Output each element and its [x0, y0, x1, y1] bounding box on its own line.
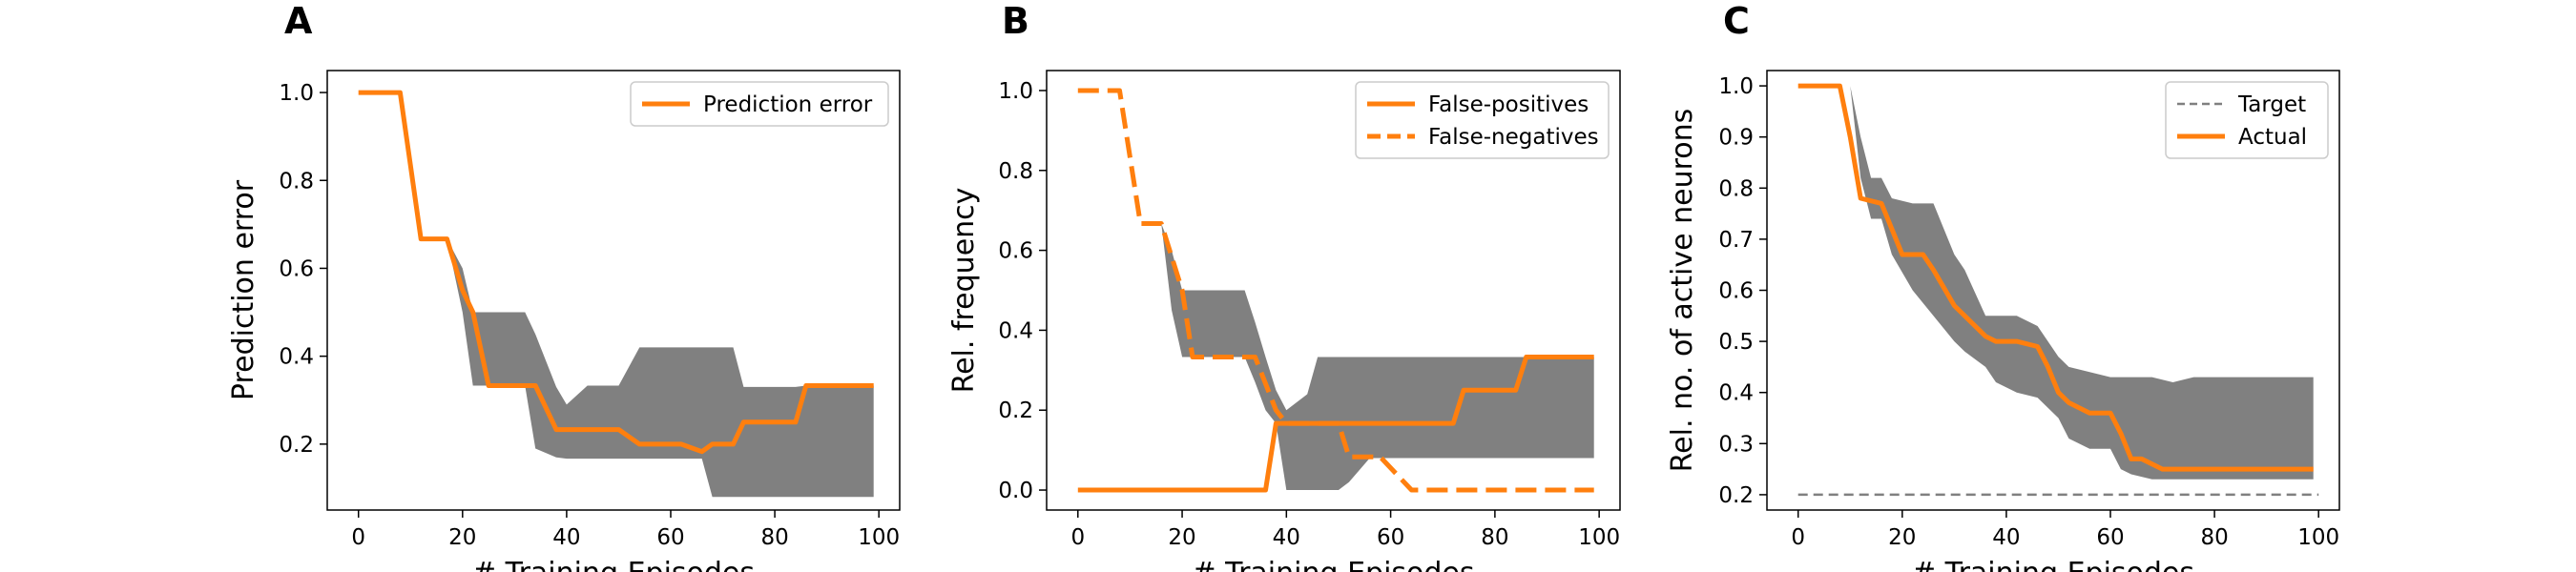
panel-b-legend-box — [1355, 81, 1610, 159]
panel-b-xtick-label: 80 — [1481, 525, 1508, 550]
panel-b-ytick-label: 0.6 — [998, 239, 1033, 264]
panel-b-xtick-label: 20 — [1168, 525, 1195, 550]
panel-a-axes-frame — [326, 70, 901, 511]
panel-c-xlabel: # Training Episodes — [1912, 557, 2194, 572]
panel-c-ytick-label: 0.6 — [1718, 279, 1754, 304]
panel-a-ytick-label: 0.2 — [279, 433, 314, 458]
panel-c-ytick-label: 0.3 — [1718, 432, 1754, 457]
panel-c-xtick-label: 40 — [1992, 525, 2020, 550]
panel-c-legend-label: Target — [2237, 92, 2306, 117]
panel-a-ytick-label: 0.6 — [279, 256, 314, 281]
panel-c-ytick-label: 0.5 — [1718, 330, 1754, 355]
panel-a-legend-label: Prediction error — [703, 92, 873, 117]
panel-b-xtick-label: 40 — [1273, 525, 1300, 550]
panel-c: 0 20 40 60 80 100 0.2 0.3 0.4 0.5 0.6 0.7 0.8 0.9 1.0 #… — [1666, 0, 2340, 572]
panel-b-axes-frame — [1046, 70, 1621, 511]
panel-c-ytick-label: 1.0 — [1718, 74, 1754, 99]
panel-b-ytick-label: 0.2 — [998, 398, 1033, 423]
panel-a-ylabel: Prediction error — [227, 179, 260, 400]
panel-c-xtick-label: 0 — [1791, 525, 1805, 550]
panel-a-series-prediction-error — [358, 90, 874, 455]
panel-c-band — [1797, 86, 2314, 480]
panel-c-legend-box — [2165, 81, 2329, 159]
panel-b-ytick-label: 0.0 — [998, 479, 1033, 503]
panel-b-ytick-label: 0.8 — [998, 159, 1033, 184]
panel-a-xtick-label: 80 — [760, 525, 788, 550]
panel-a-xlabel: # Training Episodes — [472, 557, 755, 572]
panel-a-xtick-label: 0 — [351, 525, 365, 550]
panel-b-legend-label: False-negatives — [1428, 125, 1599, 150]
panel-c-xtick-label: 100 — [2297, 525, 2339, 550]
panel-c-xtick-label: 80 — [2200, 525, 2228, 550]
panel-a-ytick-label: 1.0 — [279, 81, 314, 106]
panel-b-letter: B — [1002, 0, 1029, 42]
panel-a-xtick-label: 20 — [448, 525, 476, 550]
panel-a-xtick-label: 60 — [656, 525, 684, 550]
panel-c-ytick-label: 0.4 — [1718, 381, 1754, 406]
panel-b-xlabel: # Training Episodes — [1192, 557, 1474, 572]
panel-b-band — [1161, 223, 1594, 490]
panel-b-ytick-label: 0.4 — [998, 318, 1033, 343]
panel-b-xtick-label: 100 — [1578, 525, 1620, 550]
panel-c-ytick-label: 0.9 — [1718, 126, 1754, 151]
panel-a-xtick-label: 100 — [858, 525, 900, 550]
panel-a-xtick-label: 40 — [552, 525, 580, 550]
panel-a-legend: Prediction error — [630, 81, 889, 127]
panel-b-legend: False-positives False-negatives — [1355, 81, 1610, 159]
panel-a-letter: A — [284, 0, 313, 42]
panel-c-xtick-label: 60 — [2096, 525, 2124, 550]
panel-c-ytick-label: 0.2 — [1718, 483, 1754, 508]
panel-c-ytick-label: 0.8 — [1718, 176, 1754, 201]
panel-c-series-actual — [1797, 83, 2314, 472]
panel-b-ytick-label: 1.0 — [998, 79, 1033, 104]
panel-c-letter: C — [1723, 0, 1750, 42]
panel-a-ytick-label: 0.8 — [279, 169, 314, 194]
panel-b-ylabel: Rel. frequency — [947, 188, 981, 394]
panel-b: 0 20 40 60 80 100 0.0 0.2 0.4 0.6 0.8 1.0 # Training… — [947, 0, 1621, 572]
panel-c-legend-label: Actual — [2238, 125, 2307, 150]
panel-a-band — [447, 238, 874, 498]
panel-b-xtick-label: 60 — [1377, 525, 1404, 550]
panel-b-legend-label: False-positives — [1428, 92, 1589, 117]
panel-c-ylabel: Rel. no. of active neurons — [1666, 109, 1699, 473]
panel-a-ytick-label: 0.4 — [279, 345, 314, 370]
panel-c-legend: Target Actual — [2165, 81, 2329, 159]
panel-a-legend-box — [630, 81, 889, 127]
panel-b-series-false-negatives — [1077, 88, 1594, 493]
panel-c-ytick-label: 0.7 — [1718, 228, 1754, 253]
panel-b-series-false-positives — [1077, 355, 1594, 493]
panel-b-xtick-label: 0 — [1070, 525, 1085, 550]
panel-c-xtick-label: 20 — [1888, 525, 1916, 550]
panel-a: 0 20 40 60 80 100 0.2 0.4 0.6 0.8 1.0 # Training Ep… — [227, 0, 901, 572]
